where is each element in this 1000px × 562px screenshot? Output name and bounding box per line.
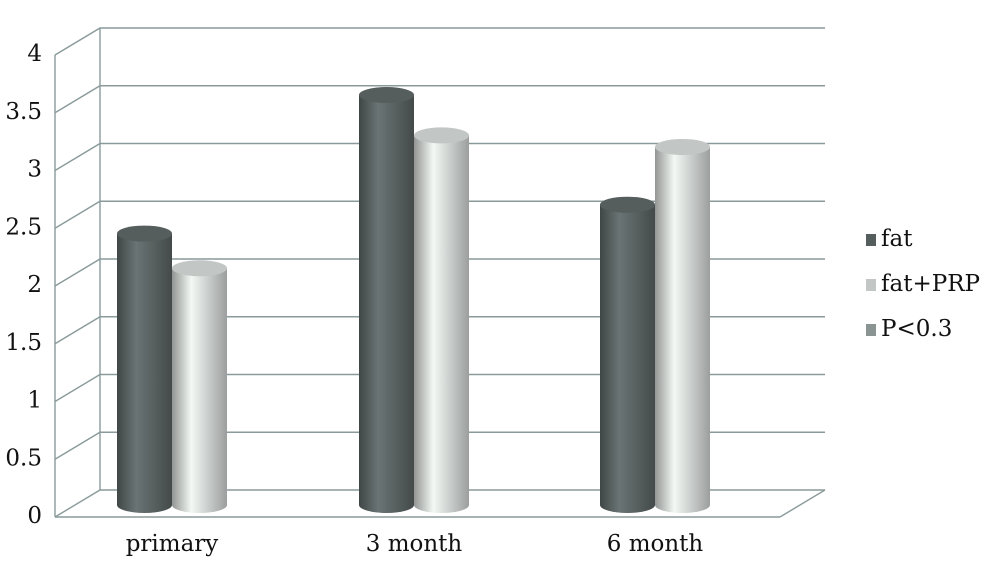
y-tick-label: 2 bbox=[27, 272, 42, 298]
x-tick-label: 3 month bbox=[366, 531, 463, 557]
bar bbox=[600, 196, 655, 513]
grid-line bbox=[54, 489, 825, 518]
bar bbox=[359, 86, 414, 513]
grid-line bbox=[54, 142, 825, 172]
y-tick-label: 2.5 bbox=[5, 214, 42, 240]
bar-body bbox=[359, 94, 414, 513]
y-tick-label: 0 bbox=[27, 503, 42, 529]
bar-body bbox=[414, 135, 469, 513]
bar-body bbox=[600, 204, 655, 513]
y-tick-label: 0.5 bbox=[5, 445, 42, 471]
bar-top bbox=[414, 127, 469, 144]
bar-top bbox=[655, 138, 710, 155]
bar bbox=[117, 225, 172, 513]
grid-line bbox=[54, 373, 825, 403]
grid-line bbox=[54, 27, 825, 56]
grid-line bbox=[54, 200, 825, 229]
bar-body bbox=[655, 146, 710, 513]
bar-top bbox=[600, 196, 655, 213]
x-tick-label: 6 month bbox=[607, 531, 704, 557]
bar-top bbox=[172, 260, 227, 277]
legend-label: P<0.3 bbox=[881, 316, 952, 342]
bar-body bbox=[172, 268, 227, 513]
legend-swatch bbox=[866, 234, 876, 246]
x-tick-label: primary bbox=[126, 531, 219, 557]
y-tick-label: 4 bbox=[27, 41, 42, 67]
bar bbox=[414, 127, 469, 513]
y-tick-label: 1.5 bbox=[5, 330, 42, 356]
bar-body bbox=[117, 233, 172, 513]
floor-right bbox=[779, 489, 826, 518]
grid-line bbox=[54, 85, 825, 114]
y-tick-label: 3.5 bbox=[5, 99, 42, 125]
bar-top bbox=[117, 225, 172, 242]
grid-line bbox=[54, 431, 825, 460]
legend-label: fat bbox=[881, 226, 913, 252]
grid-line bbox=[54, 258, 825, 287]
y-tick-label: 3 bbox=[27, 157, 42, 183]
bar bbox=[655, 138, 710, 513]
legend-swatch bbox=[866, 279, 876, 291]
legend-label: fat+PRP bbox=[881, 271, 980, 297]
grid-line bbox=[54, 316, 825, 345]
legend-swatch bbox=[866, 324, 876, 336]
bar-top bbox=[359, 86, 414, 103]
y-tick-label: 1 bbox=[27, 388, 42, 414]
bar bbox=[172, 260, 227, 513]
